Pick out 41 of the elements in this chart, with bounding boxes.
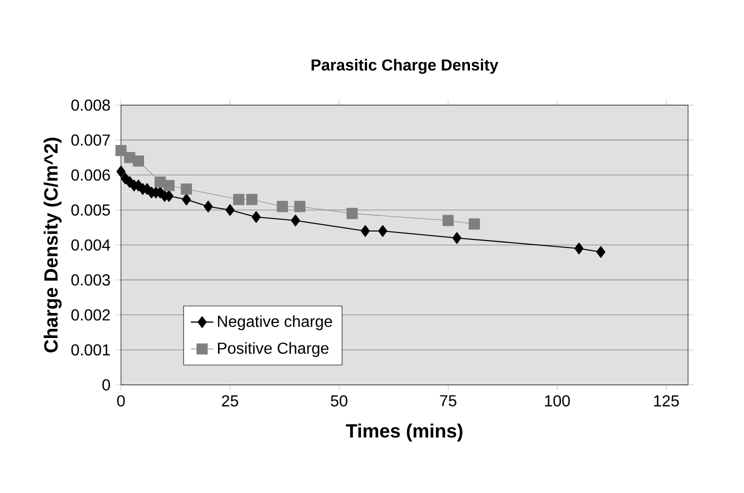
point <box>442 214 454 226</box>
chart-title: Parasitic Charge Density <box>312 58 498 74</box>
point <box>596 246 606 258</box>
point <box>290 214 300 226</box>
y-tick-label: 0.008 <box>71 99 110 111</box>
point <box>132 155 144 167</box>
point <box>378 225 388 237</box>
point <box>574 242 584 254</box>
y-tick-label: 0.007 <box>71 134 110 146</box>
x-tick-label: 0 <box>117 395 125 407</box>
point <box>226 204 235 216</box>
point <box>346 208 358 220</box>
x-tick-label: 50 <box>330 395 348 407</box>
y-tick-label: 0.004 <box>71 239 110 251</box>
point <box>116 166 126 178</box>
legend-label: Negative charge <box>218 315 332 330</box>
point <box>252 211 261 223</box>
y-tick-label: 0.001 <box>71 344 110 356</box>
point <box>468 218 480 230</box>
point <box>246 194 258 206</box>
y-tick-label: 0 <box>102 379 110 390</box>
x-tick-label: 100 <box>545 395 570 407</box>
point <box>182 194 191 206</box>
x-tick-label: 75 <box>440 395 456 406</box>
x-axis-title: Times (mins) <box>346 424 462 442</box>
point <box>360 225 370 237</box>
x-tick-label: 25 <box>222 395 238 407</box>
point <box>294 200 306 212</box>
point <box>452 232 462 244</box>
point <box>163 180 175 192</box>
x-tick-label: 125 <box>654 395 679 407</box>
y-tick-label: 0.006 <box>71 169 110 181</box>
point <box>233 194 244 206</box>
y-axis-title: Charge Density (C/m^2) <box>44 138 62 352</box>
legend-label: Positive Charge <box>218 342 328 358</box>
point <box>276 200 288 212</box>
y-tick-label: 0.003 <box>71 274 110 286</box>
y-tick-label: 0.005 <box>71 204 110 216</box>
y-tick-label: 0.002 <box>71 309 110 321</box>
point <box>180 183 192 195</box>
point <box>204 200 213 212</box>
